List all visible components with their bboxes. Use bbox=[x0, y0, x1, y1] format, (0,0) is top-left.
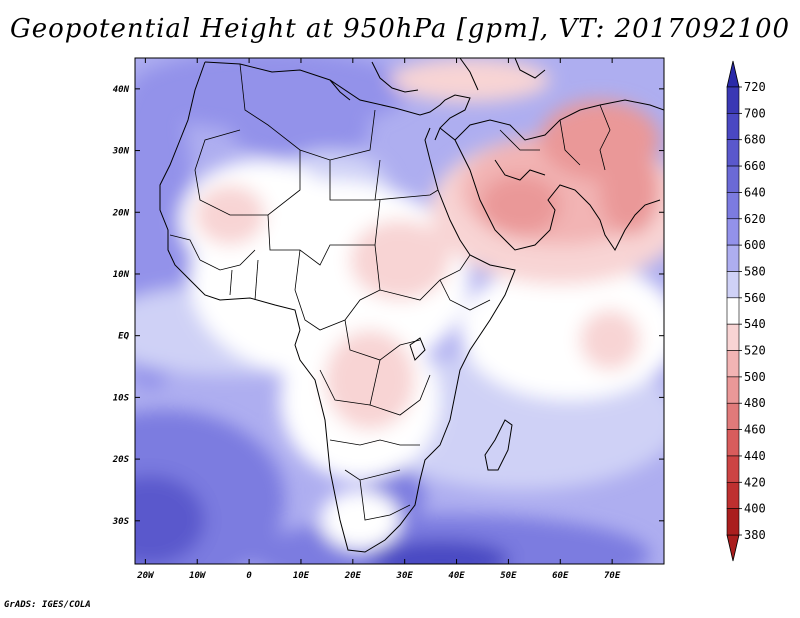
colorbar-label: 460 bbox=[744, 423, 766, 437]
colorbar-segment bbox=[726, 218, 740, 246]
colorbar-label: 540 bbox=[744, 317, 766, 331]
colorbar-label: 580 bbox=[744, 264, 766, 278]
lat-label: EQ bbox=[118, 332, 129, 342]
colorbar-label: 380 bbox=[744, 528, 766, 542]
lon-label: 50E bbox=[500, 571, 517, 581]
colorbar-label: 560 bbox=[744, 291, 766, 305]
colorbar-segment bbox=[726, 481, 740, 509]
colorbar-segment bbox=[726, 271, 740, 299]
axis-ticks bbox=[135, 58, 664, 564]
lat-label: 20S bbox=[112, 455, 130, 465]
lat-label: 40N bbox=[113, 85, 130, 95]
lon-label: 40E bbox=[448, 571, 465, 581]
latitude-labels: 40N 30N 20N 10N EQ 10S 20S 30S bbox=[112, 85, 130, 527]
colorbar-segment bbox=[726, 455, 740, 483]
colorbar-label: 660 bbox=[744, 159, 766, 173]
colorbar-segment bbox=[726, 376, 740, 404]
colorbar-segment bbox=[726, 113, 740, 141]
lon-label: 20W bbox=[136, 571, 155, 581]
colorbar: 720 700 680 660 640 620 600 580 560 540 520 500 480 4… bbox=[726, 60, 766, 562]
colorbar-label: 400 bbox=[744, 502, 766, 516]
lon-label: 30E bbox=[396, 571, 414, 581]
grads-credit: GrADS: IGES/COLA bbox=[4, 600, 91, 610]
lon-label: 10E bbox=[293, 571, 310, 581]
colorbar-segment bbox=[726, 244, 740, 272]
colorbar-segment bbox=[726, 323, 740, 351]
colorbar-segment bbox=[726, 508, 740, 536]
colorbar-label: 500 bbox=[744, 370, 766, 384]
colorbar-label: 520 bbox=[744, 344, 766, 358]
lon-label: 20E bbox=[344, 571, 362, 581]
lat-label: 20N bbox=[112, 208, 130, 218]
lon-label: 70E bbox=[604, 571, 621, 581]
coastlines bbox=[159, 58, 664, 553]
colorbar-segment bbox=[726, 139, 740, 167]
lon-label: 10W bbox=[189, 571, 207, 581]
lon-label: 60E bbox=[552, 571, 569, 581]
colorbar-segment bbox=[726, 86, 740, 114]
map-title: Geopotential Height at 950hPa [gpm], VT:… bbox=[9, 14, 791, 44]
lat-label: 10N bbox=[113, 270, 130, 280]
lat-label: 30S bbox=[112, 517, 130, 527]
colorbar-label: 480 bbox=[744, 396, 766, 410]
colorbar-label: 600 bbox=[744, 238, 766, 252]
colorbar-label: 420 bbox=[744, 475, 766, 489]
lat-label: 10S bbox=[113, 393, 130, 403]
map-frame bbox=[134, 57, 665, 565]
colorbar-arrow-bottom bbox=[726, 534, 740, 562]
colorbar-segment bbox=[726, 402, 740, 430]
colorbar-segment bbox=[726, 165, 740, 193]
colorbar-label: 640 bbox=[744, 185, 766, 199]
colorbar-arrow-top bbox=[726, 60, 740, 88]
colorbar-segment bbox=[726, 350, 740, 378]
colorbar-label: 700 bbox=[744, 106, 766, 120]
country-borders bbox=[169, 63, 611, 521]
height-field bbox=[135, 58, 664, 564]
colorbar-segment bbox=[726, 429, 740, 457]
colorbar-label: 680 bbox=[744, 133, 766, 147]
colorbar-segment bbox=[726, 297, 740, 325]
colorbar-segment bbox=[726, 192, 740, 220]
longitude-labels: 20W 10W 0 10E 20E 30E 40E 50E 60E 70E bbox=[136, 571, 621, 581]
colorbar-label: 620 bbox=[744, 212, 766, 226]
colorbar-label: 720 bbox=[744, 80, 766, 94]
lat-label: 30N bbox=[112, 147, 130, 157]
lon-label: 0 bbox=[246, 571, 252, 581]
colorbar-label: 440 bbox=[744, 449, 766, 463]
